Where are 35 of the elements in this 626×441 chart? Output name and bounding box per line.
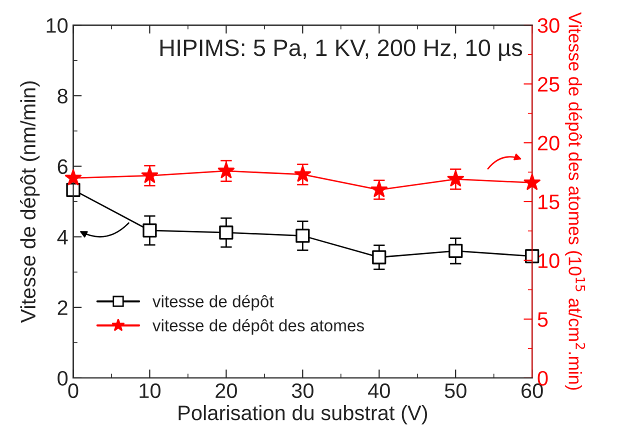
point: [372, 250, 386, 264]
y2-tick-label: 5: [538, 312, 548, 327]
point: [219, 226, 234, 240]
y-tick-label: 4: [57, 230, 68, 244]
y2-tick-label: 20: [538, 136, 560, 150]
annotation: HIPIMS: 5 Pa, 1 KV, 200 Hz, 10 µs: [160, 39, 522, 61]
y-tick-label: 10: [46, 18, 68, 33]
y2-axis-title: Vitesse de dépôt des atomes (10$^{15}$ at/cm$^{2}$.min): [565, 12, 586, 390]
point: [447, 170, 464, 186]
y-tick-label: 8: [58, 88, 68, 104]
y2-tick-label: 25: [538, 76, 560, 92]
point: [218, 162, 235, 178]
legend-label: vitesse de dépôt: [152, 294, 274, 311]
x-tick-label: 10: [140, 383, 160, 398]
y-tick-label: 0: [58, 370, 68, 386]
y2-tick-label: 30: [538, 18, 560, 33]
y-tick-label: 6: [58, 159, 68, 174]
point: [524, 174, 540, 190]
legend-label: vitesse de dépôt des atomes: [152, 318, 364, 335]
point: [525, 249, 540, 264]
point: [294, 166, 312, 182]
point: [142, 223, 157, 238]
y-tick-label: 2: [58, 300, 68, 315]
x-tick-label: 50: [444, 383, 466, 398]
point: [141, 166, 158, 183]
x-axis-title: Polarisation du substrat (V): [178, 404, 428, 424]
x-tick-label: 0: [68, 383, 78, 398]
point: [448, 244, 463, 258]
x-tick-label: 20: [216, 383, 237, 398]
point: [296, 228, 310, 243]
y-axis-title: Vitesse de dépôt (nm/min): [20, 81, 40, 323]
x-tick-label: 30: [292, 383, 314, 398]
y2-tick-label: 10: [538, 253, 560, 268]
y2-tick-label: 15: [538, 194, 560, 210]
x-tick-label: 40: [368, 383, 390, 398]
